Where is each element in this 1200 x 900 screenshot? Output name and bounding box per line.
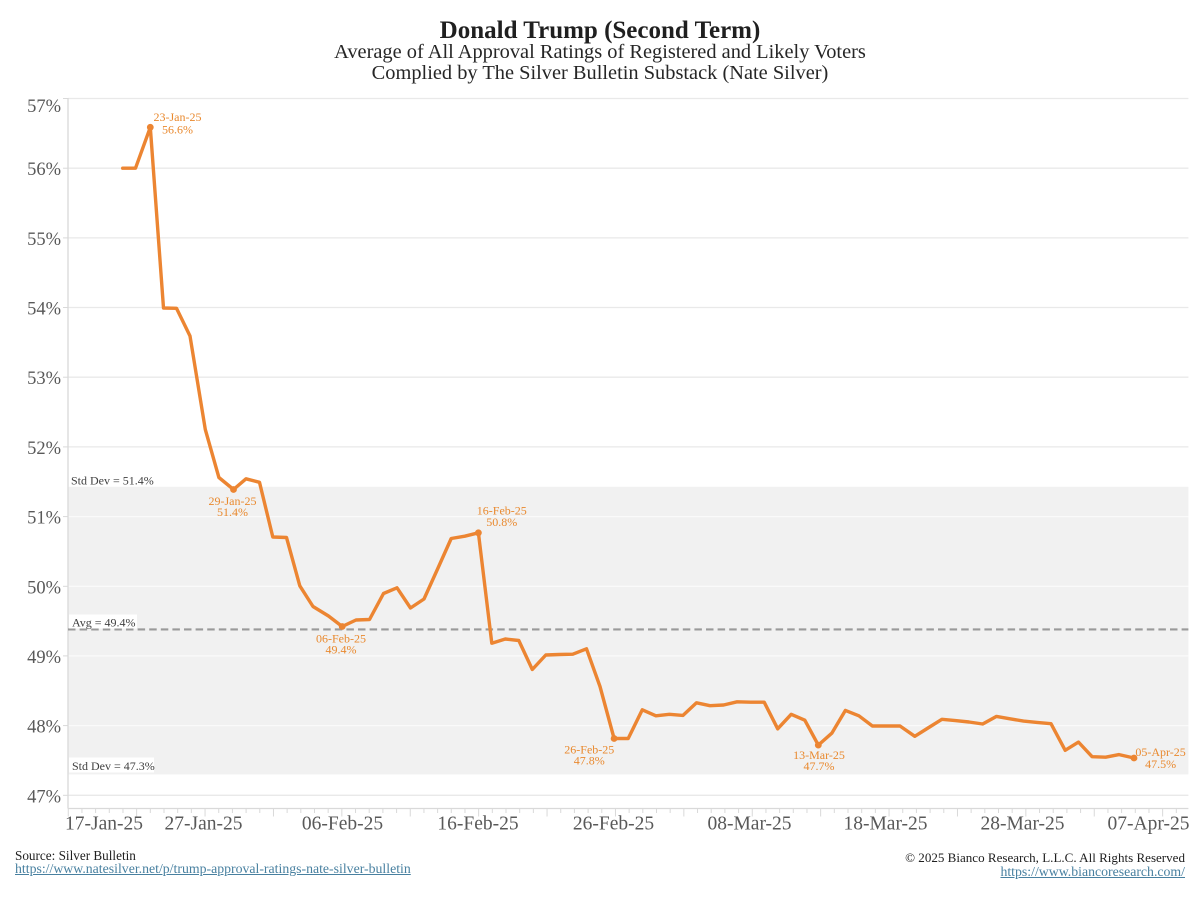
svg-text:06-Feb-25: 06-Feb-25 [316,631,366,645]
svg-text:Std Dev = 51.4%: Std Dev = 51.4% [71,474,154,488]
svg-text:23-Jan-25: 23-Jan-25 [154,110,202,124]
svg-text:05-Apr-25: 05-Apr-25 [1135,745,1185,759]
svg-text:51%: 51% [27,509,61,529]
svg-text:16-Feb-25: 16-Feb-25 [477,504,527,518]
svg-text:57%: 57% [27,97,61,117]
svg-text:50.8%: 50.8% [486,515,517,529]
svg-text:50%: 50% [27,578,61,598]
svg-text:47.8%: 47.8% [574,753,605,767]
svg-text:27-Jan-25: 27-Jan-25 [165,814,243,835]
svg-text:56%: 56% [27,160,61,180]
svg-text:49.4%: 49.4% [326,642,357,656]
svg-text:26-Feb-25: 26-Feb-25 [573,814,654,835]
svg-text:49%: 49% [27,648,61,668]
svg-text:56.6%: 56.6% [162,123,193,137]
svg-text:Std Dev = 47.3%: Std Dev = 47.3% [72,759,155,773]
svg-text:28-Mar-25: 28-Mar-25 [980,814,1064,835]
svg-text:48%: 48% [27,718,61,738]
svg-text:18-Mar-25: 18-Mar-25 [843,814,927,835]
svg-text:08-Mar-25: 08-Mar-25 [707,814,791,835]
svg-text:26-Feb-25: 26-Feb-25 [564,742,614,756]
svg-text:Avg = 49.4%: Avg = 49.4% [72,615,136,629]
svg-text:53%: 53% [27,369,61,389]
svg-text:16-Feb-25: 16-Feb-25 [437,814,518,835]
svg-text:07-Apr-25: 07-Apr-25 [1108,814,1190,835]
svg-text:17-Jan-25: 17-Jan-25 [65,814,143,835]
svg-text:06-Feb-25: 06-Feb-25 [302,814,383,835]
svg-text:47.5%: 47.5% [1145,757,1176,771]
svg-text:51.4%: 51.4% [217,505,248,519]
svg-text:13-Mar-25: 13-Mar-25 [793,748,845,762]
svg-text:52%: 52% [27,439,61,459]
svg-text:55%: 55% [27,230,61,250]
svg-text:47%: 47% [27,787,61,807]
svg-text:29-Jan-25: 29-Jan-25 [209,494,257,508]
svg-text:47.7%: 47.7% [804,759,835,773]
svg-text:54%: 54% [27,300,61,320]
